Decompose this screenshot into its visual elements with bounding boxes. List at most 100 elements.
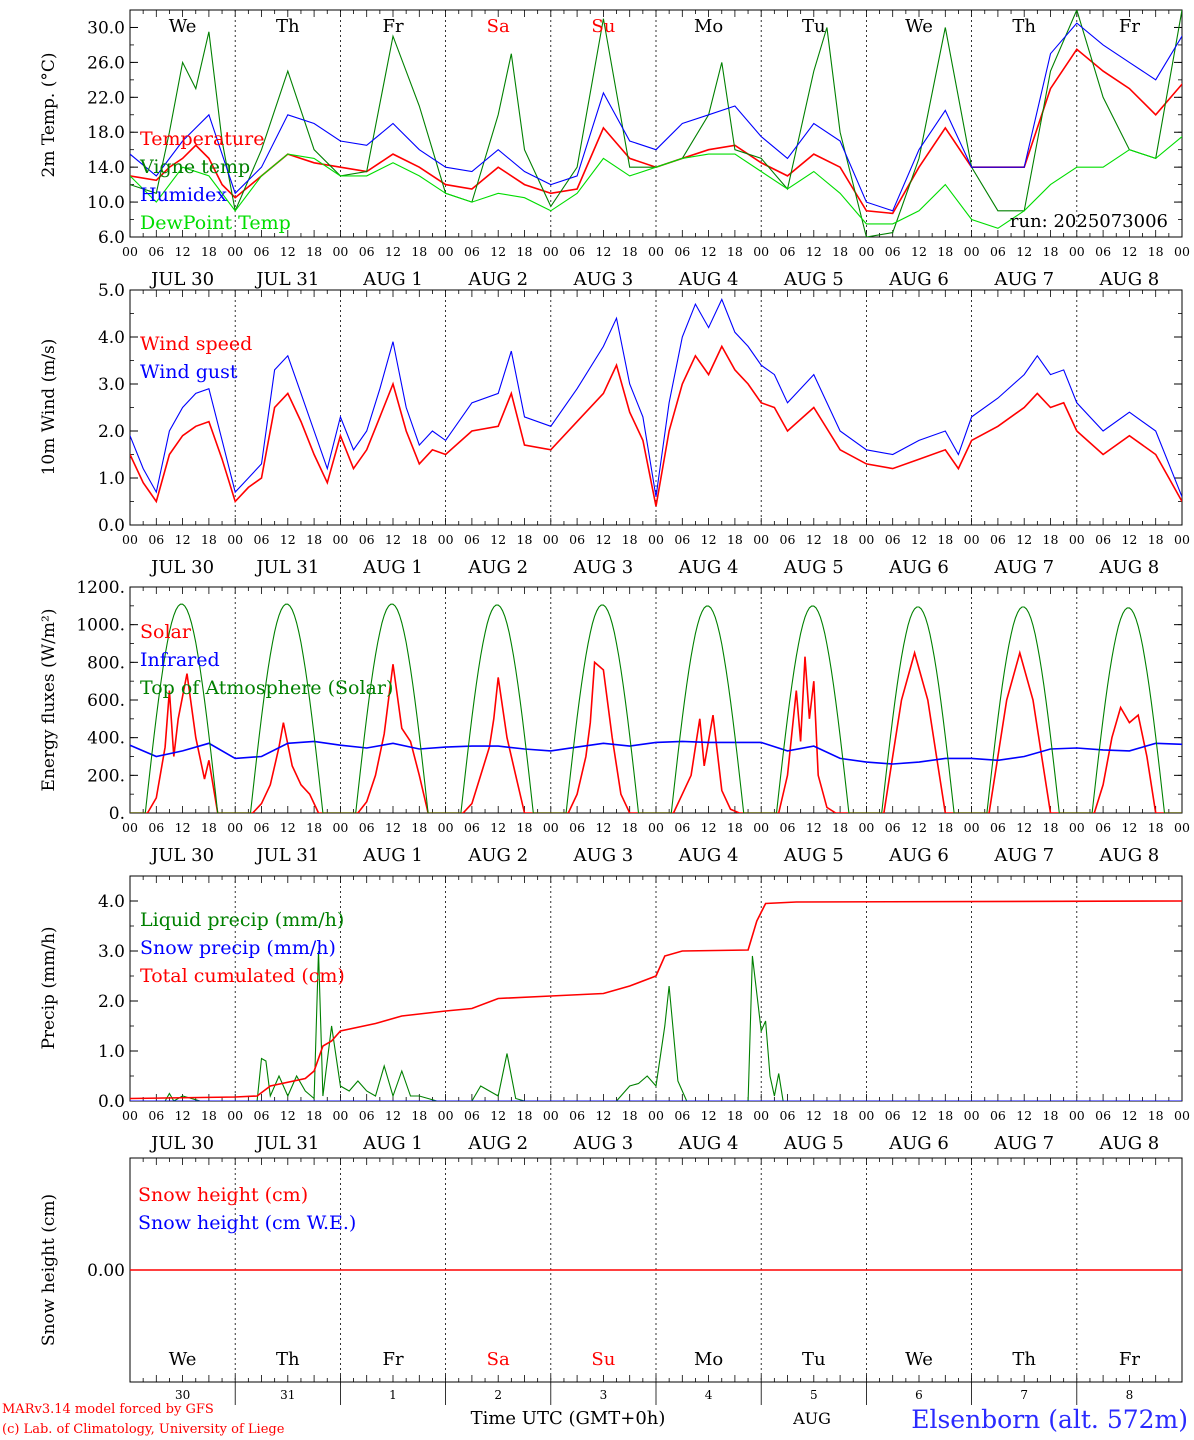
hour-ticks bbox=[129, 876, 1183, 1101]
hour-ticks bbox=[129, 587, 1183, 813]
hour-tick-label: 18 bbox=[937, 1108, 953, 1123]
run-label: run: 2025073006 bbox=[1010, 211, 1168, 232]
y-tick-label: 800. bbox=[87, 653, 125, 673]
hour-tick-label: 00 bbox=[753, 244, 769, 259]
hour-tick-label: 06 bbox=[464, 532, 480, 547]
hour-tick-label: 06 bbox=[148, 244, 164, 259]
series-line-humidex bbox=[130, 22, 1182, 212]
date-label: AUG 2 bbox=[467, 1133, 528, 1154]
hour-tick-label: 00 bbox=[1174, 1108, 1190, 1123]
date-label: AUG 1 bbox=[362, 845, 423, 866]
y-tick-label: 14.0 bbox=[87, 158, 125, 178]
hour-tick-label: 18 bbox=[1148, 820, 1164, 835]
hour-tick-label: 12 bbox=[1121, 532, 1137, 547]
hour-tick-label: 06 bbox=[885, 532, 901, 547]
hour-tick-label: 12 bbox=[1121, 820, 1137, 835]
weekday-label-top: We bbox=[169, 16, 197, 37]
date-label: JUL 31 bbox=[254, 557, 319, 578]
date-label: AUG 4 bbox=[678, 557, 739, 578]
hour-tick-label: 12 bbox=[175, 820, 191, 835]
hour-tick-label: 18 bbox=[517, 1108, 533, 1123]
y-tick-label: 600. bbox=[87, 691, 125, 711]
hour-tick-label: 06 bbox=[885, 820, 901, 835]
legend-entry: Total cumulated (cm) bbox=[140, 965, 345, 987]
date-label: AUG 2 bbox=[467, 557, 528, 578]
hour-tick-label: 06 bbox=[464, 820, 480, 835]
hour-tick-label: 18 bbox=[1043, 1108, 1059, 1123]
chart-panel-2: 0.0 1.0 2.0 3.0 4.0 5.0 10m Wind (m/s) Wind spe… bbox=[39, 281, 1190, 578]
hour-tick-label: 06 bbox=[569, 820, 585, 835]
hour-tick-label: 12 bbox=[385, 1108, 401, 1123]
hour-tick-label: 12 bbox=[1121, 244, 1137, 259]
date-label: AUG 6 bbox=[888, 845, 949, 866]
hour-tick-label: 18 bbox=[201, 244, 217, 259]
hour-tick-label: 18 bbox=[832, 1108, 848, 1123]
hour-tick-label: 12 bbox=[911, 244, 927, 259]
day-number-label: 6 bbox=[915, 1388, 923, 1402]
hour-tick-label: 18 bbox=[727, 532, 743, 547]
model-credit-text: MARv3.14 model forced by GFS bbox=[2, 1402, 214, 1417]
series-layer bbox=[130, 10, 1182, 237]
hour-tick-label: 00 bbox=[543, 820, 559, 835]
hour-tick-label: 18 bbox=[201, 1108, 217, 1123]
y-tick-label: 0.00 bbox=[87, 1261, 125, 1281]
hour-tick-label: 00 bbox=[1069, 1108, 1085, 1123]
date-label: AUG 4 bbox=[678, 269, 739, 290]
weekday-label-top: Fr bbox=[1119, 16, 1140, 37]
hour-tick-label: 06 bbox=[1095, 820, 1111, 835]
legend-entry: Snow precip (mm/h) bbox=[140, 937, 336, 959]
plot-frame bbox=[129, 9, 1183, 238]
weekday-label-top: Sa bbox=[487, 16, 510, 37]
hour-tick-label: 00 bbox=[964, 244, 980, 259]
series-line-liquid-precip-mm-h- bbox=[130, 950, 1182, 1101]
hour-tick-label: 18 bbox=[201, 532, 217, 547]
date-label: AUG 3 bbox=[573, 557, 634, 578]
hour-tick-label: 06 bbox=[674, 244, 690, 259]
hour-tick-label: 18 bbox=[306, 244, 322, 259]
hour-tick-label: 18 bbox=[727, 820, 743, 835]
hour-tick-label: 00 bbox=[122, 820, 138, 835]
series-line-dewpoint-temp bbox=[130, 136, 1182, 229]
hour-tick-label: 12 bbox=[911, 532, 927, 547]
chart-panel-4: 0.0 1.0 2.0 3.0 4.0 Precip (mm/h) Liquid preci… bbox=[39, 875, 1190, 1154]
hour-tick-label: 00 bbox=[122, 244, 138, 259]
hour-tick-label: 06 bbox=[1095, 244, 1111, 259]
date-label: AUG 5 bbox=[783, 1133, 844, 1154]
y-tick-label: 10.0 bbox=[87, 193, 125, 213]
series-layer bbox=[130, 603, 1182, 813]
hour-tick-label: 06 bbox=[1095, 532, 1111, 547]
weekday-label-top: Mo bbox=[694, 16, 723, 37]
date-label: AUG 7 bbox=[993, 269, 1054, 290]
hour-tick-label: 06 bbox=[990, 1108, 1006, 1123]
hour-tick-label: 06 bbox=[464, 1108, 480, 1123]
hour-tick-label: 00 bbox=[964, 820, 980, 835]
hour-tick-label: 18 bbox=[411, 532, 427, 547]
weekday-label-bottom: Fr bbox=[1119, 1349, 1140, 1370]
legend-entry: Temperature bbox=[140, 128, 264, 150]
hour-tick-label: 18 bbox=[1043, 532, 1059, 547]
plot-frame bbox=[129, 586, 1183, 814]
hour-tick-label: 00 bbox=[858, 244, 874, 259]
hour-tick-label: 12 bbox=[701, 1108, 717, 1123]
legend-entry: Wind gust bbox=[140, 361, 238, 383]
hour-tick-label: 00 bbox=[648, 244, 664, 259]
weekday-label-top: Su bbox=[591, 16, 615, 37]
hour-tick-label: 06 bbox=[254, 532, 270, 547]
hour-tick-label: 00 bbox=[1174, 820, 1190, 835]
legend-entry: DewPoint Temp bbox=[140, 212, 291, 234]
hour-tick-label: 06 bbox=[885, 1108, 901, 1123]
hour-ticks bbox=[129, 10, 1183, 237]
hour-tick-label: 00 bbox=[332, 1108, 348, 1123]
y-tick-label: 18.0 bbox=[87, 123, 125, 143]
series-line-infrared bbox=[130, 740, 1182, 765]
hour-tick-label: 00 bbox=[1069, 244, 1085, 259]
day-number-label: 8 bbox=[1126, 1388, 1134, 1402]
date-label: AUG 2 bbox=[467, 845, 528, 866]
hour-ticks bbox=[129, 1158, 1183, 1382]
y-tick-label: 5.0 bbox=[98, 281, 125, 301]
hour-tick-label: 12 bbox=[806, 820, 822, 835]
hour-tick-label: 06 bbox=[569, 1108, 585, 1123]
weekday-label-bottom: We bbox=[169, 1349, 197, 1370]
hour-tick-label: 06 bbox=[569, 244, 585, 259]
hour-tick-label: 12 bbox=[1016, 244, 1032, 259]
